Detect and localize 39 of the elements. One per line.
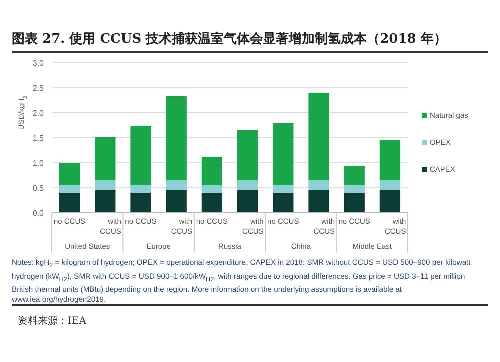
bar xyxy=(130,186,152,193)
bar xyxy=(344,186,365,193)
bar xyxy=(202,193,223,213)
bar xyxy=(59,193,80,213)
y-tick-label: 0.5 xyxy=(32,184,45,193)
chart-title: 图表 27. 使用 CCUS 技术捕获温室气体会显著增加制氢成本（2018 年） xyxy=(12,30,488,53)
y-tick-label: 2.0 xyxy=(32,109,45,118)
bar xyxy=(237,180,258,190)
bar xyxy=(344,166,365,186)
bar xyxy=(380,140,401,180)
y-tick-label: 1.0 xyxy=(32,159,45,168)
bar xyxy=(95,190,116,213)
bar xyxy=(308,93,330,180)
bar xyxy=(344,193,365,213)
text: 资料来源：IEA xyxy=(18,314,86,328)
bar xyxy=(380,180,401,190)
bar xyxy=(166,180,187,190)
bar xyxy=(59,163,80,186)
bar xyxy=(273,124,294,186)
y-tick-label: 3.0 xyxy=(32,59,45,68)
bar xyxy=(202,186,223,193)
y-tick-label: 1.5 xyxy=(32,134,45,143)
bar xyxy=(95,180,116,190)
bar xyxy=(273,186,294,193)
bar xyxy=(380,190,401,213)
y-tick-label: 0.0 xyxy=(32,209,45,218)
bar xyxy=(273,193,294,213)
bar xyxy=(130,126,152,186)
y-tick-label: 2.5 xyxy=(32,84,45,93)
bar xyxy=(59,186,80,193)
bar xyxy=(202,157,223,186)
bar xyxy=(237,130,258,180)
bar xyxy=(237,190,258,213)
bar xyxy=(166,96,187,180)
bar xyxy=(308,190,330,213)
bar xyxy=(95,138,116,180)
bar xyxy=(130,193,152,213)
bar xyxy=(308,180,330,190)
bar xyxy=(166,190,187,213)
